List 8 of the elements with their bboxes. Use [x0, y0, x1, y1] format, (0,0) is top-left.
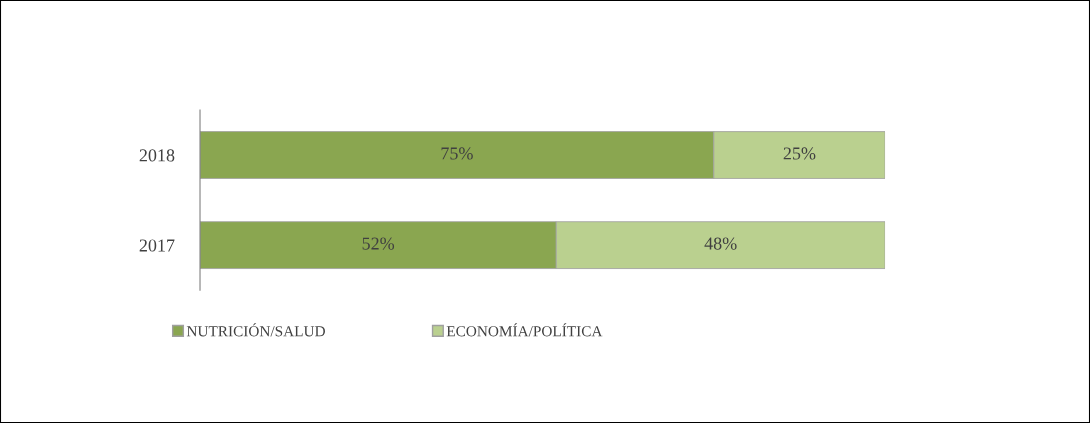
- data-label: 52%: [362, 237, 395, 250]
- legend-label: NUTRICIÓN/SALUD: [186, 323, 325, 337]
- legend-label: ECONOMÍA/POLÍTICA: [446, 323, 603, 337]
- data-label: 75%: [441, 147, 473, 160]
- data-label: 25%: [783, 147, 816, 160]
- y-tick-label: 2017: [139, 239, 175, 252]
- data-label: 48%: [704, 237, 737, 250]
- y-tick-label: 2018: [139, 149, 175, 162]
